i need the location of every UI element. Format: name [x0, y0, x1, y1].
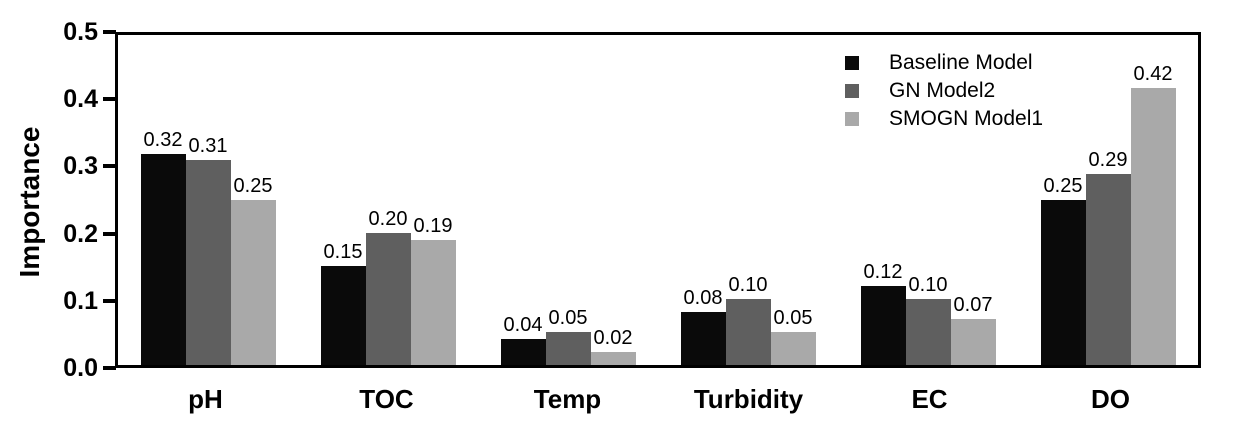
legend-label: SMOGN Model1 — [889, 107, 1044, 130]
y-tick-mark — [103, 30, 116, 34]
legend: Baseline Model GN Model2 SMOGN Model1 — [845, 49, 1043, 133]
y-tick-mark — [103, 164, 116, 169]
bar: 0.10 — [725, 274, 771, 365]
bar: 0.05 — [770, 307, 816, 365]
y-tick-label: 0.3 — [63, 152, 98, 181]
bar-value-label: 0.10 — [908, 274, 948, 296]
legend-item: GN Model2 — [845, 77, 1043, 105]
bar-value-label: 0.42 — [1133, 62, 1173, 85]
bar-value-label: 0.08 — [683, 287, 723, 310]
bar: 0.05 — [545, 307, 591, 365]
x-category-label-ec: EC — [911, 384, 948, 414]
plot-area: 0.32 0.31 0.25 0.15 0.20 0.19 0.04 0.05 0.02 0.08… — [115, 32, 1201, 368]
legend-label: GN Model2 — [889, 79, 996, 102]
bar: 0.15 — [320, 241, 366, 365]
x-category-label-toc: TOC — [359, 384, 414, 414]
bar-value-label: 0.20 — [368, 208, 408, 230]
y-tick-mark — [103, 231, 116, 236]
bar: 0.12 — [860, 261, 906, 365]
y-tick-mark — [103, 97, 116, 102]
bar-value-label: 0.25 — [1043, 175, 1083, 197]
y-axis-title: Importance — [14, 126, 45, 278]
bar: 0.07 — [950, 294, 996, 365]
bar-group-toc: 0.15 0.20 0.19 — [298, 35, 478, 365]
bar-value-label: 0.07 — [953, 293, 993, 316]
bar-groups: 0.32 0.31 0.25 0.15 0.20 0.19 0.04 0.05 0.02 0.08… — [118, 35, 1198, 365]
bar-value-label: 0.05 — [548, 307, 588, 329]
bar-value-label: 0.15 — [323, 241, 363, 263]
x-category-label-temp: Temp — [533, 384, 602, 414]
bar: 0.10 — [905, 274, 951, 365]
bar-group-ec: 0.12 0.10 0.07 — [838, 35, 1018, 365]
bar-value-label: 0.12 — [863, 260, 903, 283]
bar-value-label: 0.04 — [503, 313, 543, 336]
bar: 0.32 — [140, 129, 186, 365]
bar-group-temp: 0.04 0.05 0.02 — [478, 35, 658, 365]
y-tick-label: 0.5 — [63, 18, 98, 46]
bar: 0.20 — [365, 208, 411, 365]
bar-value-label: 0.02 — [593, 326, 633, 349]
y-tick-label: 0.0 — [63, 354, 98, 382]
x-category-label-ph: pH — [188, 384, 223, 414]
x-category-label-do: DO — [1091, 384, 1130, 414]
bar: 0.42 — [1130, 63, 1176, 365]
bar: 0.25 — [1040, 175, 1086, 365]
y-tick-label: 0.4 — [63, 85, 98, 114]
x-category-label-turbidity: Turbidity — [693, 384, 804, 414]
bar: 0.31 — [185, 135, 231, 365]
bar-group-do: 0.25 0.29 0.42 — [1018, 35, 1198, 365]
bar-value-label: 0.32 — [143, 128, 183, 151]
bar-group-ph: 0.32 0.31 0.25 — [118, 35, 298, 365]
bar-value-label: 0.31 — [188, 135, 228, 158]
legend-swatch — [845, 112, 859, 126]
bar-group-turbidity: 0.08 0.10 0.05 — [658, 35, 838, 365]
y-tick-label: 0.2 — [63, 219, 98, 248]
bar: 0.29 — [1085, 149, 1131, 365]
legend-label: Baseline Model — [889, 51, 1033, 74]
bar: 0.04 — [500, 314, 546, 365]
x-axis-category-labels: pH TOC Temp Turbidity EC DO — [115, 384, 1201, 415]
bar-value-label: 0.10 — [728, 274, 768, 296]
legend-item: Baseline Model — [845, 49, 1043, 77]
legend-swatch — [845, 84, 859, 98]
bar: 0.02 — [590, 327, 636, 365]
bar-value-label: 0.19 — [413, 214, 453, 237]
bar: 0.08 — [680, 287, 726, 365]
bar: 0.25 — [230, 175, 276, 365]
y-tick-mark — [103, 298, 116, 303]
y-tick-label: 0.1 — [63, 286, 98, 315]
y-tick-mark — [103, 366, 116, 370]
bar-value-label: 0.29 — [1088, 148, 1128, 171]
legend-item: SMOGN Model1 — [845, 105, 1043, 133]
bar-value-label: 0.25 — [233, 175, 273, 197]
legend-swatch — [845, 56, 859, 70]
bar: 0.19 — [410, 215, 456, 365]
bar-value-label: 0.05 — [773, 307, 813, 329]
